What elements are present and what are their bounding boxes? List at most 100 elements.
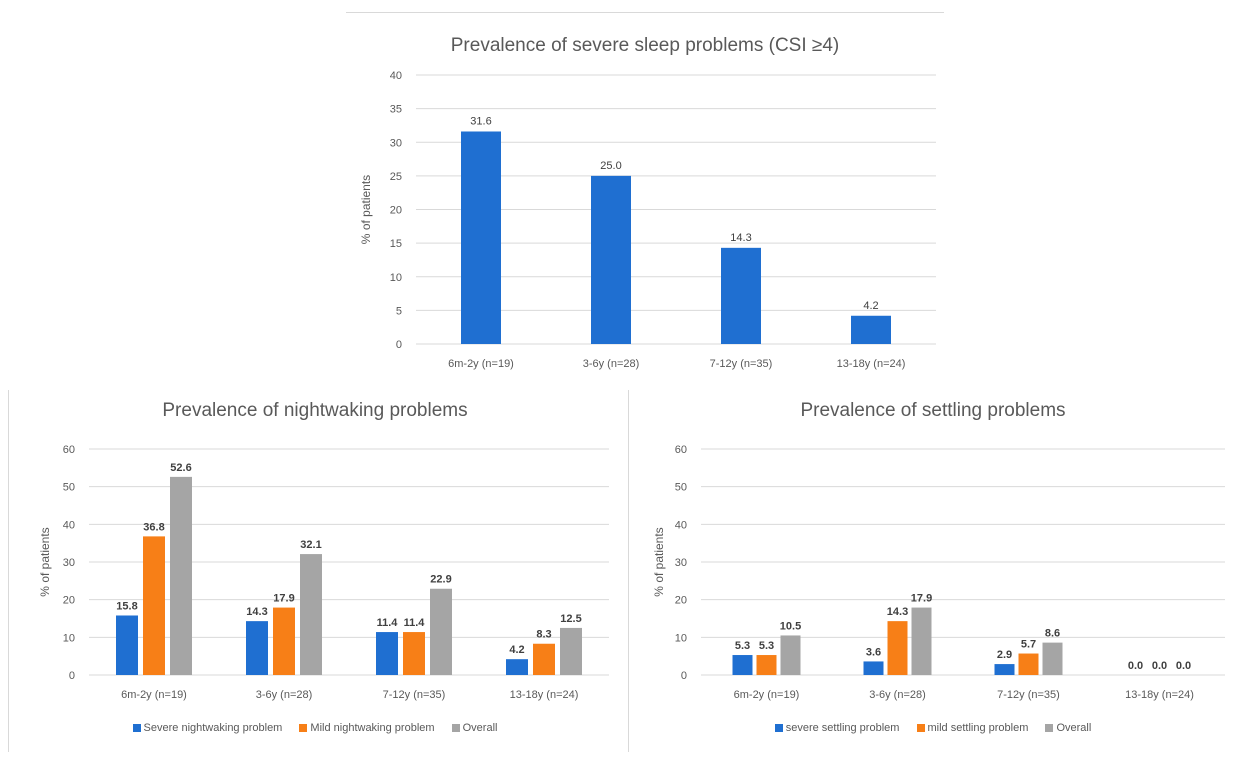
legend-item: Mild nightwaking problem [299,722,435,735]
legend-swatch [451,724,460,733]
bar [506,659,528,675]
x-tick-label: 3-6y (n=28) [256,689,313,701]
data-label: 4.2 [509,644,524,656]
legend-label: Severe nightwaking problem [143,722,283,735]
data-label: 11.4 [377,617,399,629]
data-label: 5.3 [735,640,750,652]
legend-label: Mild nightwaking problem [310,722,435,735]
bar [994,664,1015,675]
legend-label: Overall [462,722,498,735]
bar [851,315,891,344]
data-label: 2.9 [997,649,1012,661]
bar [273,607,295,675]
data-label: 4.2 [863,300,878,312]
bar [300,554,322,675]
data-label: 12.5 [560,613,581,625]
y-tick-label: 30 [63,557,75,569]
y-tick-label: 60 [675,444,687,456]
data-label: 5.3 [759,640,774,652]
bar [403,632,425,675]
legend-swatch [299,724,308,733]
data-label: 31.6 [470,115,491,127]
chart-title: Prevalence of settling problems [800,400,1066,421]
y-tick-label: 35 [390,104,402,116]
data-label: 11.4 [404,617,426,629]
bar [1018,653,1039,675]
plot-area: 0 5 10 15 20 25 30 35 40 % of patients 6m-2y (n=19… [359,70,936,370]
bar [430,588,452,675]
y-axis-title: % of patients [359,175,373,244]
legend-item: Severe nightwaking problem [132,722,283,735]
x-tick-label: 13-18y (n=24) [837,358,906,370]
x-tick-label: 6m-2y (n=19) [448,358,514,370]
legend-label: mild settling problem [927,722,1029,735]
legend-swatch [774,724,783,733]
legend-item: mild settling problem [916,722,1029,735]
data-label: 0.0 [1128,660,1143,672]
y-tick-label: 40 [390,70,402,82]
data-label: 8.3 [536,629,551,641]
y-axis-title: % of patients [652,527,666,596]
bar [887,621,908,675]
data-label: 14.3 [246,606,267,618]
bar [170,476,192,675]
bar [116,615,138,675]
legend-item: Overall [451,722,498,735]
data-label: 36.8 [143,521,164,533]
y-tick-label: 20 [675,595,687,607]
x-tick-label: 7-12y (n=35) [383,689,446,701]
y-tick-label: 10 [63,632,75,644]
legend-item: Overall [1045,722,1091,734]
data-label: 0.0 [1176,660,1191,672]
chart-title: Prevalence of nightwaking problems [162,400,468,421]
x-tick-label: 7-12y (n=35) [710,358,773,370]
data-label: 0.0 [1152,660,1167,672]
legend-item: severe settling problem [774,722,900,735]
legend: severe settling problem mild settling pr… [629,722,1237,734]
legend: Severe nightwaking problem Mild nightwak… [9,722,621,734]
bar [780,635,801,675]
y-tick-label: 10 [390,272,402,284]
chart-severe-sleep: Prevalence of severe sleep problems (CSI… [346,12,944,383]
x-tick-label: 13-18y (n=24) [510,689,579,701]
y-tick-label: 0 [69,670,75,682]
bar [732,655,753,675]
x-tick-label: 3-6y (n=28) [583,358,640,370]
bar [911,607,932,675]
legend-label: severe settling problem [785,722,900,735]
y-tick-label: 25 [390,171,402,183]
bar [246,621,268,675]
x-tick-label: 13-18y (n=24) [1125,689,1194,701]
x-tick-label: 7-12y (n=35) [997,689,1060,701]
y-tick-label: 10 [675,632,687,644]
bar [1042,642,1063,675]
legend-swatch [132,724,141,733]
chart-title: Prevalence of severe sleep problems (CSI… [450,35,840,56]
chart-nightwaking: Prevalence of nightwaking problems 0 10 20… [8,390,621,752]
bar [560,627,582,675]
plot-area: 0 10 20 30 40 50 60 % of patients 6m-2y (n=19) 5.… [652,444,1225,701]
data-label: 5.7 [1021,639,1036,651]
bar [756,655,777,675]
data-label: 10.5 [780,620,801,632]
legend-label: Overall [1056,722,1092,735]
x-tick-label: 3-6y (n=28) [869,689,926,701]
bar [721,247,761,344]
y-tick-label: 15 [390,238,402,250]
data-label: 17.9 [273,593,294,605]
y-tick-label: 20 [63,595,75,607]
y-tick-label: 50 [675,482,687,494]
bar [533,643,555,675]
x-tick-label: 6m-2y (n=19) [734,689,800,701]
bar [143,536,165,675]
bar [376,632,398,675]
data-label: 15.8 [116,600,137,612]
y-tick-label: 5 [396,305,402,317]
y-tick-label: 60 [63,444,75,456]
y-tick-label: 40 [675,519,687,531]
y-tick-label: 40 [63,519,75,531]
data-label: 22.9 [430,574,451,586]
data-label: 25.0 [600,160,621,172]
x-tick-label: 6m-2y (n=19) [121,689,187,701]
y-axis-title: % of patients [38,527,52,596]
